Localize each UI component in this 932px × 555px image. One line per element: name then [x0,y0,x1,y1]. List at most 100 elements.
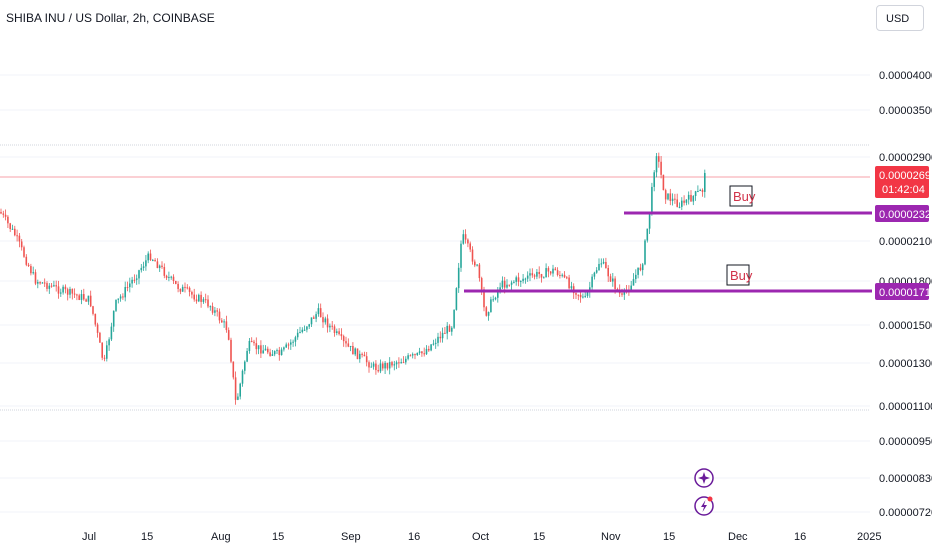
level-price-tag-2: 0.00001712 [875,283,932,300]
candle [485,305,488,317]
candle [108,337,110,351]
candle [538,266,540,279]
candle [575,292,577,300]
candle [106,340,108,362]
candle [533,273,536,280]
candle [359,350,361,363]
time-tick: 2025 [857,531,881,543]
candle [322,312,324,328]
candle [681,197,683,211]
candle [492,295,494,302]
candle [692,195,695,206]
candle [660,156,662,179]
buy-annotation-1[interactable]: Buy [729,185,756,207]
candle [704,169,706,198]
candle [418,347,421,355]
candle [87,295,90,305]
candle [232,361,235,380]
candle [158,264,161,272]
candle [135,274,138,285]
candle [515,275,517,286]
candle [678,202,681,209]
candle [501,276,504,289]
candle [193,288,195,302]
candle [278,346,281,361]
candle [345,336,347,348]
candle [635,269,637,284]
buy-annotation-2[interactable]: Buy [726,264,753,286]
candle [697,185,699,193]
candle [439,331,442,343]
price-tick: 0.00000720 [879,507,932,519]
candle [126,281,129,292]
candle [299,326,301,334]
candle [536,269,538,280]
candle [469,241,471,253]
candle [632,273,635,286]
lightning-icon[interactable] [694,496,714,516]
candle [140,264,143,273]
price-tick: 0.00002100 [879,236,932,248]
candle [490,296,492,313]
candle [662,174,665,191]
candle [582,293,584,299]
price-tick: 0.00004000 [879,70,932,82]
candle [30,263,32,276]
candle [260,340,262,358]
candle [464,229,467,244]
candle [405,356,407,365]
candle [239,382,241,400]
candle [315,311,317,323]
candle [421,350,423,357]
candle [685,199,688,206]
candle [101,342,103,361]
candle [257,345,260,355]
candle [306,325,308,333]
candle [163,263,166,279]
candle [110,322,113,341]
sparkle-icon[interactable] [694,468,714,488]
candle [255,337,258,355]
candle [230,337,232,364]
candle [423,347,425,357]
candle [333,324,336,337]
candle [411,352,414,359]
currency-button[interactable]: USD [876,5,924,31]
time-tick: 15 [663,531,675,543]
candle [441,327,444,343]
candle [76,293,78,301]
candle [292,339,294,347]
candle [365,351,368,367]
candle [308,323,310,329]
candle [117,298,120,304]
candle [388,357,391,375]
candle [391,360,393,368]
candle [338,328,340,336]
candle [0,208,2,215]
candle [384,360,386,374]
candle [658,152,660,168]
candle [138,269,140,285]
price-tick: 0.00000830 [879,473,932,485]
candle [510,280,513,290]
time-tick: Dec [728,531,748,543]
candle [669,188,672,206]
candle [529,268,531,282]
candle [204,293,207,304]
candle [269,348,271,357]
symbol-title: SHIBA INU / US Dollar, 2h, COINBASE [6,11,215,25]
candle [655,152,658,178]
price-axis[interactable]: 0.00004000 0.00003500 0.00002900 0.00002… [872,0,932,550]
candle [94,313,97,327]
candle [598,258,600,271]
candle [64,284,67,294]
candle [600,258,603,268]
candle [66,287,69,301]
candle [352,342,354,355]
candle [690,190,692,202]
time-axis[interactable]: Jul 15 Aug 15 Sep 16 Oct 15 Nov 15 Dec 1… [82,531,881,543]
candle [27,262,30,267]
candle [513,280,515,284]
